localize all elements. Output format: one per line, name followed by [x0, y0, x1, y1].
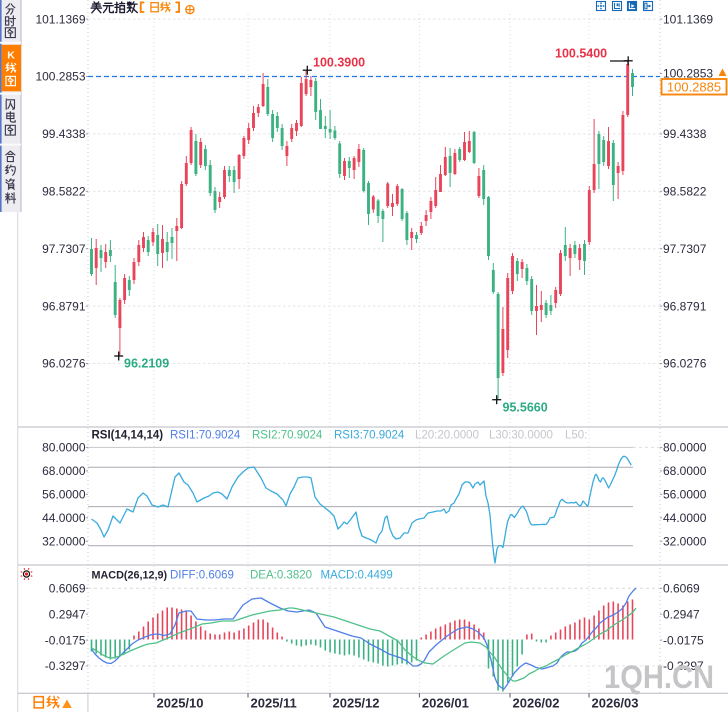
svg-text:96.8791: 96.8791 [42, 299, 86, 313]
svg-text:1QH.CN: 1QH.CN [604, 659, 714, 695]
svg-text:K: K [7, 50, 15, 62]
svg-text:MACD(26,12,9): MACD(26,12,9) [92, 570, 168, 582]
svg-text:100.3900: 100.3900 [313, 56, 365, 70]
svg-text:96.0276: 96.0276 [42, 357, 86, 371]
svg-text:RSI2:70.9024: RSI2:70.9024 [252, 430, 323, 442]
svg-text:-0.3297: -0.3297 [663, 659, 704, 673]
svg-text:56.0000: 56.0000 [663, 488, 707, 502]
svg-text:68.0000: 68.0000 [42, 464, 86, 478]
svg-text:96.8791: 96.8791 [663, 299, 707, 313]
svg-text:97.7307: 97.7307 [663, 242, 707, 256]
svg-text:0.2947: 0.2947 [49, 607, 86, 621]
svg-text:97.7307: 97.7307 [42, 242, 86, 256]
svg-text:100.2853: 100.2853 [663, 67, 713, 81]
svg-text:99.4338: 99.4338 [663, 127, 707, 141]
svg-text:L20:20.0000: L20:20.0000 [415, 430, 479, 442]
svg-text:98.5822: 98.5822 [42, 185, 86, 199]
svg-text:44.0000: 44.0000 [42, 511, 86, 525]
svg-text:DEA:0.3820: DEA:0.3820 [250, 570, 312, 582]
svg-text:100.2853: 100.2853 [35, 70, 85, 84]
svg-text:32.0000: 32.0000 [663, 534, 707, 548]
svg-text:101.1369: 101.1369 [663, 12, 713, 26]
svg-text:L30:30.0000: L30:30.0000 [489, 430, 553, 442]
svg-text:RSI3:70.9024: RSI3:70.9024 [334, 430, 405, 442]
svg-text:2026/03: 2026/03 [592, 696, 639, 711]
svg-text:2025/11: 2025/11 [251, 696, 297, 711]
svg-text:80.0000: 80.0000 [42, 441, 86, 455]
svg-text:L50:: L50: [565, 430, 587, 442]
svg-text:56.0000: 56.0000 [42, 488, 86, 502]
svg-text:100.5400: 100.5400 [555, 47, 607, 61]
svg-text:100.2885: 100.2885 [667, 79, 721, 94]
svg-text:98.5822: 98.5822 [663, 185, 707, 199]
svg-text:44.0000: 44.0000 [663, 511, 707, 525]
svg-text:-0.3297: -0.3297 [45, 659, 86, 673]
svg-text:2026/02: 2026/02 [513, 696, 560, 711]
svg-text:0.2947: 0.2947 [663, 607, 700, 621]
svg-text:0.6069: 0.6069 [49, 582, 86, 596]
svg-text:2025/10: 2025/10 [157, 696, 204, 711]
svg-text:DIFF:0.6069: DIFF:0.6069 [170, 570, 234, 582]
svg-text:95.5660: 95.5660 [503, 401, 548, 415]
svg-text:2026/01: 2026/01 [422, 696, 469, 711]
svg-text:80.0000: 80.0000 [663, 441, 707, 455]
svg-text:96.2109: 96.2109 [124, 357, 169, 371]
svg-text:RSI(14,14,14): RSI(14,14,14) [92, 430, 164, 442]
svg-text:-0.0175: -0.0175 [45, 633, 86, 647]
svg-text:0.6069: 0.6069 [663, 582, 700, 596]
svg-text:68.0000: 68.0000 [663, 464, 707, 478]
svg-text:101.1369: 101.1369 [35, 12, 85, 26]
svg-text:96.0276: 96.0276 [663, 357, 707, 371]
svg-text:-0.0175: -0.0175 [663, 633, 704, 647]
svg-text:99.4338: 99.4338 [42, 127, 86, 141]
svg-text:RSI1:70.9024: RSI1:70.9024 [170, 430, 241, 442]
svg-text:2025/12: 2025/12 [333, 696, 380, 711]
svg-text:MACD:0.4499: MACD:0.4499 [321, 570, 393, 582]
svg-text:32.0000: 32.0000 [42, 534, 86, 548]
